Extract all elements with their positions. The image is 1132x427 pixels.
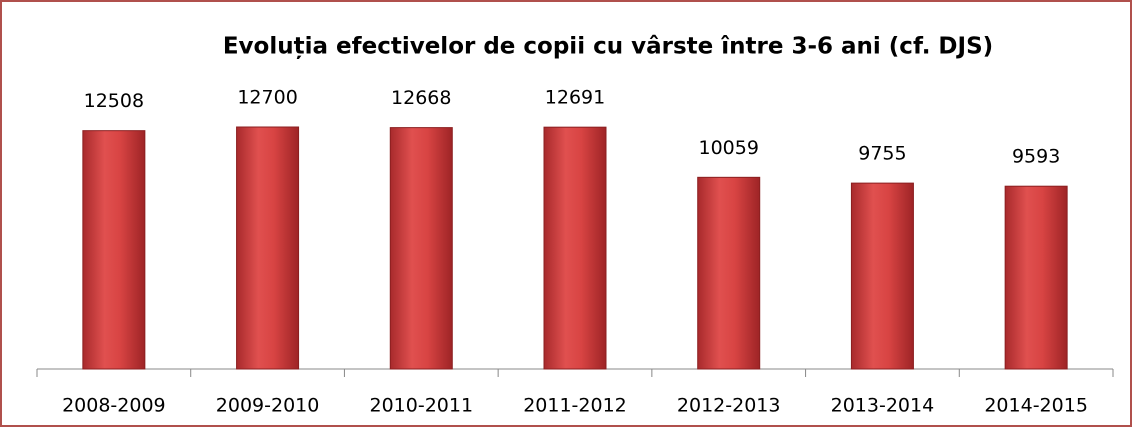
value-label: 12508: [84, 90, 144, 112]
bar: [1004, 185, 1068, 370]
bar: [236, 126, 300, 370]
x-tick-label: 2012-2013: [677, 395, 781, 417]
value-label: 12668: [391, 87, 451, 109]
bar: [82, 130, 146, 370]
value-label: 9755: [858, 143, 906, 165]
bar: [850, 182, 914, 370]
x-tick-label: 2010-2011: [369, 395, 473, 417]
bar: [697, 176, 761, 370]
x-tick-label: 2014-2015: [984, 395, 1088, 417]
x-tick-label: 2011-2012: [523, 395, 627, 417]
value-label: 10059: [698, 137, 758, 159]
x-tick-label: 2009-2010: [216, 395, 320, 417]
x-tick-label: 2013-2014: [831, 395, 935, 417]
x-tick-label: 2008-2009: [62, 395, 166, 417]
chart-title: Evoluția efectivelor de copii cu vârste …: [223, 34, 993, 60]
value-label: 9593: [1012, 146, 1060, 168]
value-label: 12700: [237, 87, 297, 109]
bar: [543, 126, 607, 370]
value-label: 12691: [545, 87, 605, 109]
bar: [389, 127, 453, 370]
